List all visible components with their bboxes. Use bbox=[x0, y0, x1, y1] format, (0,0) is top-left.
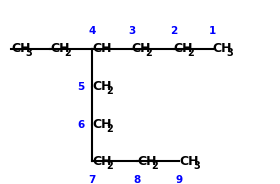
Text: 6: 6 bbox=[78, 120, 85, 130]
Text: 2: 2 bbox=[64, 48, 71, 58]
Text: 3: 3 bbox=[193, 160, 200, 171]
Text: 7: 7 bbox=[89, 175, 96, 184]
Text: 3: 3 bbox=[25, 48, 32, 58]
Text: CH: CH bbox=[92, 80, 112, 93]
Text: 2: 2 bbox=[146, 48, 152, 58]
Text: 2: 2 bbox=[106, 124, 113, 134]
Text: CH: CH bbox=[179, 155, 199, 168]
Text: 8: 8 bbox=[134, 175, 141, 184]
Text: CH: CH bbox=[11, 42, 31, 55]
Text: 2: 2 bbox=[188, 48, 194, 58]
Text: CH: CH bbox=[92, 118, 112, 131]
Text: 1: 1 bbox=[209, 26, 216, 36]
Text: CH: CH bbox=[92, 42, 112, 55]
Text: 3: 3 bbox=[227, 48, 234, 58]
Text: 2: 2 bbox=[106, 160, 113, 171]
Text: 2: 2 bbox=[106, 86, 113, 96]
Text: 2: 2 bbox=[151, 160, 158, 171]
Text: CH: CH bbox=[92, 155, 112, 168]
Text: CH: CH bbox=[132, 42, 151, 55]
Text: 2: 2 bbox=[170, 26, 177, 36]
Text: 4: 4 bbox=[89, 26, 96, 36]
Text: CH: CH bbox=[174, 42, 193, 55]
Text: 9: 9 bbox=[176, 175, 183, 184]
Text: CH: CH bbox=[50, 42, 70, 55]
Text: CH: CH bbox=[213, 42, 232, 55]
Text: 5: 5 bbox=[78, 82, 85, 92]
Text: 3: 3 bbox=[128, 26, 135, 36]
Text: CH: CH bbox=[137, 155, 157, 168]
